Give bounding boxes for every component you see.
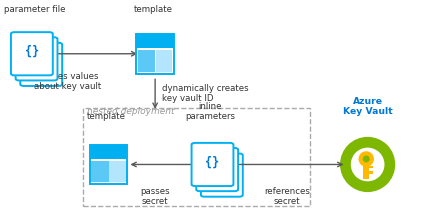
Bar: [138, 50, 156, 72]
Text: inline
parameters: inline parameters: [185, 102, 235, 121]
Text: {}: {}: [205, 156, 220, 169]
FancyBboxPatch shape: [201, 154, 243, 197]
Bar: [156, 50, 173, 72]
Text: nested deployment: nested deployment: [87, 108, 175, 117]
Text: references
secret: references secret: [264, 187, 310, 206]
Ellipse shape: [363, 155, 370, 162]
Bar: [369, 166, 373, 168]
Bar: [83, 108, 310, 206]
FancyBboxPatch shape: [20, 43, 62, 86]
Text: parameter file: parameter file: [4, 5, 66, 14]
Bar: [110, 161, 126, 182]
Bar: [136, 34, 174, 74]
FancyBboxPatch shape: [11, 32, 53, 75]
Bar: [90, 145, 127, 158]
Text: template: template: [134, 5, 173, 14]
Bar: [136, 34, 174, 74]
Bar: [91, 161, 109, 182]
Ellipse shape: [351, 148, 385, 181]
Ellipse shape: [340, 137, 395, 192]
FancyBboxPatch shape: [16, 37, 57, 80]
Text: {}: {}: [25, 45, 39, 58]
Text: template: template: [87, 112, 126, 121]
Text: Azure
Key Vault: Azure Key Vault: [343, 97, 393, 116]
Text: passes
secret: passes secret: [140, 187, 170, 206]
Bar: [136, 34, 174, 48]
FancyBboxPatch shape: [196, 148, 238, 191]
FancyBboxPatch shape: [192, 143, 233, 186]
Text: passes values
about key vault: passes values about key vault: [34, 72, 102, 91]
Bar: [363, 162, 369, 179]
Bar: [90, 145, 127, 184]
Ellipse shape: [359, 151, 374, 167]
Bar: [90, 145, 127, 184]
Bar: [369, 171, 373, 174]
Text: dynamically creates
key vault ID: dynamically creates key vault ID: [162, 84, 248, 103]
